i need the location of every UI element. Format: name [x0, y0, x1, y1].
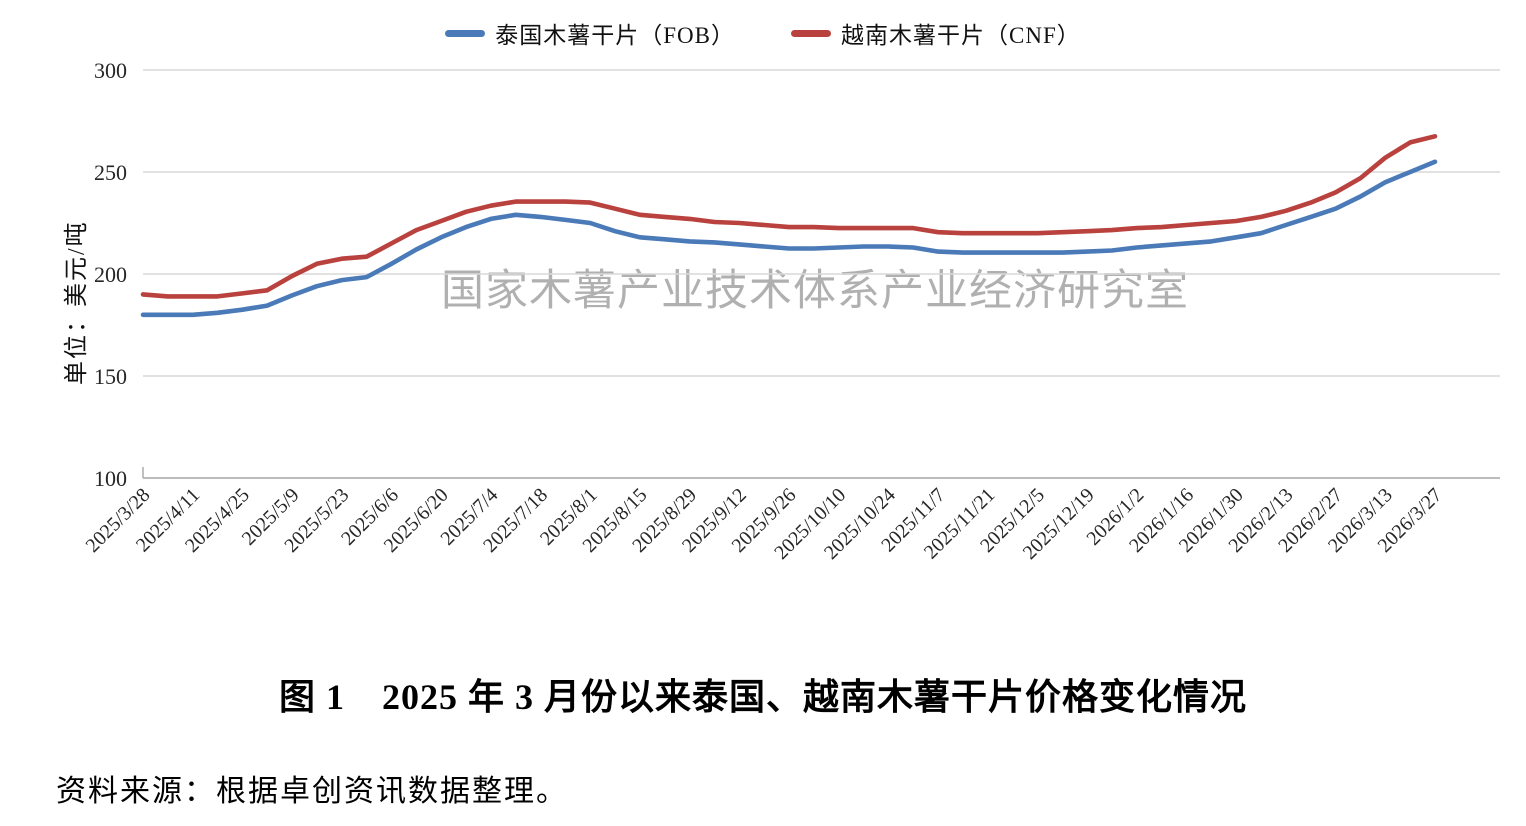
series-line-thailand-fob	[140, 159, 1438, 318]
y-tick-label: 100	[94, 466, 127, 491]
y-tick-label: 250	[94, 160, 127, 185]
watermark-text: 国家木薯产业技术体系产业经济研究室	[441, 268, 1189, 315]
chart-legend: 泰国木薯干片（FOB） 越南木薯干片（CNF）	[0, 16, 1526, 50]
legend-item-thailand: 泰国木薯干片（FOB）	[445, 16, 735, 50]
legend-label-vietnam: 越南木薯干片（CNF）	[841, 23, 1081, 48]
thailand-line-swatch	[445, 29, 486, 37]
figure-caption: 图 1 2025 年 3 月份以来泰国、越南木薯干片价格变化情况	[278, 677, 1247, 717]
legend-label-thailand: 泰国木薯干片（FOB）	[495, 23, 735, 48]
price-line-chart: 100150200250300单位：美元/吨2025/3/282025/4/11…	[63, 58, 1500, 564]
y-tick-label: 200	[94, 262, 127, 287]
legend-item-vietnam: 越南木薯干片（CNF）	[791, 16, 1081, 50]
y-tick-label: 150	[94, 364, 127, 389]
y-axis-title: 单位：美元/吨	[63, 220, 90, 385]
vietnam-line-swatch	[791, 29, 831, 37]
data-source-note: 资料来源：根据卓创资讯数据整理。	[56, 775, 568, 808]
series-line-vietnam-cnf	[140, 134, 1438, 299]
y-tick-label: 300	[94, 58, 127, 83]
